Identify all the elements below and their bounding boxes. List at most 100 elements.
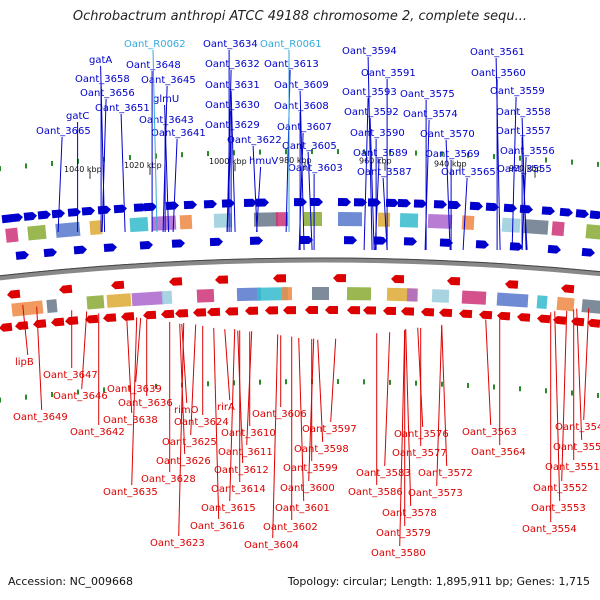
ring-tick (467, 382, 469, 388)
reverse-gene (325, 305, 339, 315)
ring-tick (545, 157, 547, 163)
reverse-gene (59, 284, 73, 294)
gene-label-top: Oant_3590 (350, 128, 405, 139)
ring-tick (25, 163, 27, 169)
gene-label-top: Oant_3651 (95, 103, 150, 114)
gene-label-bottom: Oant_3601 (275, 503, 330, 514)
reverse-gene (363, 306, 377, 315)
leader-line (272, 334, 279, 539)
leader-line (213, 327, 220, 520)
gene-label-top: Oant_3575 (400, 89, 455, 100)
gene-label-bottom: lipB (15, 357, 34, 368)
leader-line (131, 317, 138, 486)
reverse-gene (85, 314, 99, 324)
feature-block (256, 287, 289, 301)
leader-line (330, 338, 337, 423)
leader-line (445, 139, 451, 251)
gene-label-top: Oant_3570 (420, 129, 475, 140)
forward-gene (243, 198, 257, 207)
reverse-gene (121, 312, 135, 321)
gene-label-bottom: Oant_3647 (43, 370, 98, 381)
feature-block (275, 212, 289, 227)
forward-gene (485, 202, 499, 212)
gene-label-top: Oant_3556 (500, 146, 555, 157)
reverse-gene (169, 277, 183, 286)
gene-label-bottom: Oant_3610 (221, 428, 276, 439)
forward-gene (519, 204, 533, 214)
forward-gene (367, 198, 381, 207)
gene-label-bottom: Oant_3626 (156, 456, 211, 467)
gene-label-bottom: Oant_3614 (211, 484, 266, 495)
kbp-label: 980 kbp (279, 156, 312, 165)
gene-label-top: Oant_3607 (277, 122, 332, 133)
reverse-gene (265, 306, 279, 315)
reverse-gene (439, 308, 453, 318)
reverse-gene (305, 305, 319, 315)
ring-tick (51, 392, 53, 398)
gene-label-bottom: Oant_3649 (13, 412, 68, 423)
reverse-gene (459, 309, 473, 319)
leader-line (561, 310, 568, 482)
forward-gene (249, 236, 263, 245)
forward-gene (43, 248, 57, 258)
gene-label-bottom: rimO (174, 405, 199, 416)
ring-tick (259, 149, 261, 155)
gene-label-bottom: Oant_3552 (533, 483, 588, 494)
ring-tick (25, 394, 27, 400)
reverse-gene (103, 313, 117, 323)
feature-block (501, 217, 521, 233)
gene-label-bottom: Oant_3625 (162, 437, 217, 448)
leader-line (485, 319, 492, 426)
reverse-gene (225, 307, 239, 316)
forward-gene (73, 245, 87, 255)
topology-text: Topology: circular; Length: 1,895,911 bp… (287, 575, 590, 588)
feature-block (496, 292, 529, 308)
gene-label-top: Oant_3594 (342, 46, 397, 57)
forward-gene (433, 200, 447, 209)
ring-tick (103, 387, 105, 393)
leader-line (164, 104, 170, 233)
reverse-gene (0, 322, 13, 332)
ring-tick (519, 386, 521, 392)
reverse-gene (33, 319, 47, 329)
ring-tick (181, 152, 183, 158)
leader-line (583, 308, 590, 421)
leader-line (384, 332, 391, 467)
reverse-gene (175, 309, 189, 318)
kbp-label: 960 kbp (359, 157, 392, 166)
ring-tick (389, 379, 391, 385)
gene-label-bottom: Oant_3553 (531, 503, 586, 514)
leader-line (308, 338, 315, 482)
gene-label-top: Oant_3608 (274, 101, 329, 112)
gene-label-top: Oant_3665 (36, 126, 91, 137)
forward-gene (133, 203, 147, 212)
feature-block (427, 213, 453, 229)
ring-tick (571, 159, 573, 165)
gene-label-top: Oant_3641 (151, 128, 206, 139)
reverse-gene (537, 314, 551, 324)
gene-label-top: Oant_3622 (227, 135, 282, 146)
gene-label-top: Oant_3613 (264, 59, 319, 70)
gene-label-bottom: Oant_3611 (218, 447, 273, 458)
ring-tick (337, 379, 339, 385)
gene-label-bottom: Oant_3550 (553, 442, 600, 453)
ring-tick (493, 384, 495, 390)
ring-tick (363, 149, 365, 155)
leader-line (307, 151, 313, 251)
reverse-gene (587, 318, 600, 328)
leader-line (256, 166, 262, 233)
feature-block (89, 220, 103, 236)
forward-gene (37, 210, 51, 220)
reverse-gene (245, 306, 259, 315)
gene-label-top: Oant_3565 (441, 167, 496, 178)
feature-block (585, 224, 600, 240)
ring-tick (155, 383, 157, 389)
gene-label-top: Oant_3560 (471, 68, 526, 79)
feature-block (581, 299, 600, 315)
forward-gene (81, 206, 95, 216)
gene-label-top: Oant_3587 (357, 167, 412, 178)
reverse-gene (421, 307, 435, 317)
feature-block (179, 214, 193, 230)
gene-label-bottom: Oant_3551 (545, 462, 600, 473)
ring-tick (259, 379, 261, 385)
